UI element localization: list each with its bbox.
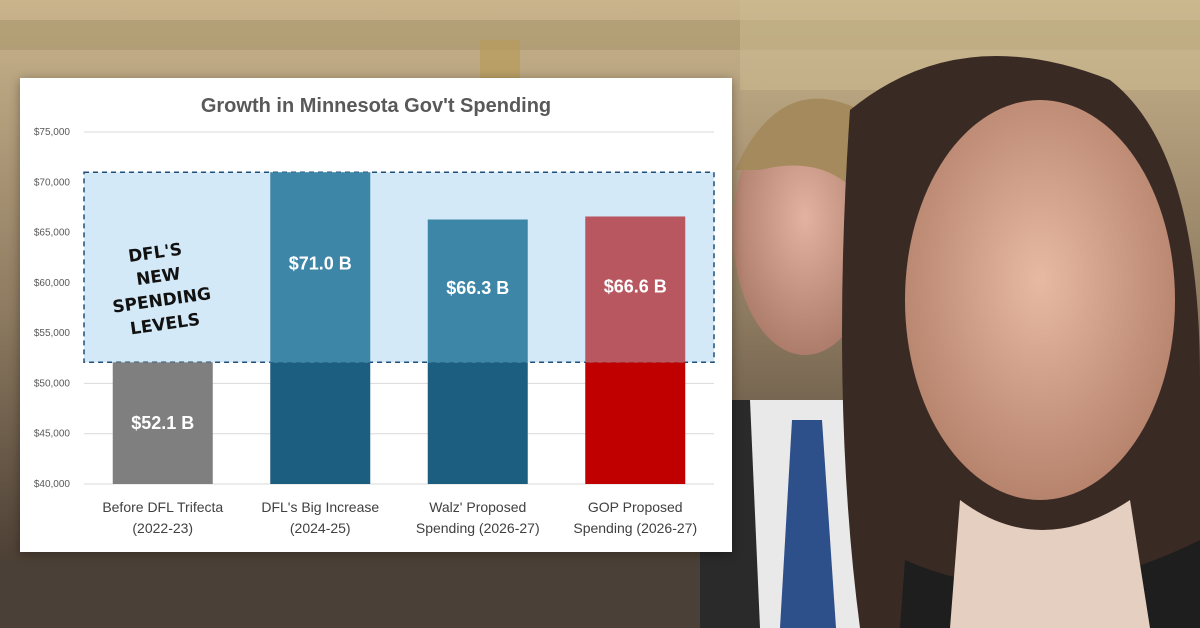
x-category-label: (2024-25) [290, 520, 351, 536]
y-tick-label: $65,000 [34, 228, 71, 239]
y-tick-label: $50,000 [34, 378, 71, 389]
bar-segment-base [427, 362, 528, 484]
x-category-label: Spending (2026-27) [416, 520, 540, 536]
y-tick-label: $60,000 [34, 278, 71, 289]
bar-segment-base [270, 362, 371, 484]
spending-bar-chart: Growth in Minnesota Gov't Spending $40,0… [34, 95, 715, 536]
bar-data-label: $52.1 B [131, 413, 194, 433]
y-tick-label: $55,000 [34, 328, 71, 339]
x-category-label: Before DFL Trifecta [102, 499, 223, 515]
y-tick-label: $75,000 [34, 127, 71, 138]
x-category-label: Spending (2026-27) [573, 520, 697, 536]
x-category-label: DFL's Big Increase [261, 499, 379, 515]
bar-segment-increase [427, 219, 528, 363]
bar-segment-increase [585, 216, 686, 363]
x-category-label: (2022-23) [132, 520, 193, 536]
x-category-label: GOP Proposed [588, 499, 683, 515]
bar-data-label: $66.6 B [604, 276, 667, 296]
bar-segment-base [585, 362, 686, 484]
bar-segment [112, 362, 213, 484]
y-tick-label: $45,000 [34, 429, 71, 440]
chart-card: Growth in Minnesota Gov't Spending $40,0… [20, 78, 732, 552]
chart-title: Growth in Minnesota Gov't Spending [201, 95, 551, 117]
y-tick-label: $70,000 [34, 177, 71, 188]
bar-segment-increase [270, 172, 371, 363]
y-tick-label: $40,000 [34, 479, 71, 490]
bar-data-label: $66.3 B [446, 278, 509, 298]
bar-data-label: $71.0 B [289, 253, 352, 273]
x-category-label: Walz' Proposed [429, 499, 526, 515]
